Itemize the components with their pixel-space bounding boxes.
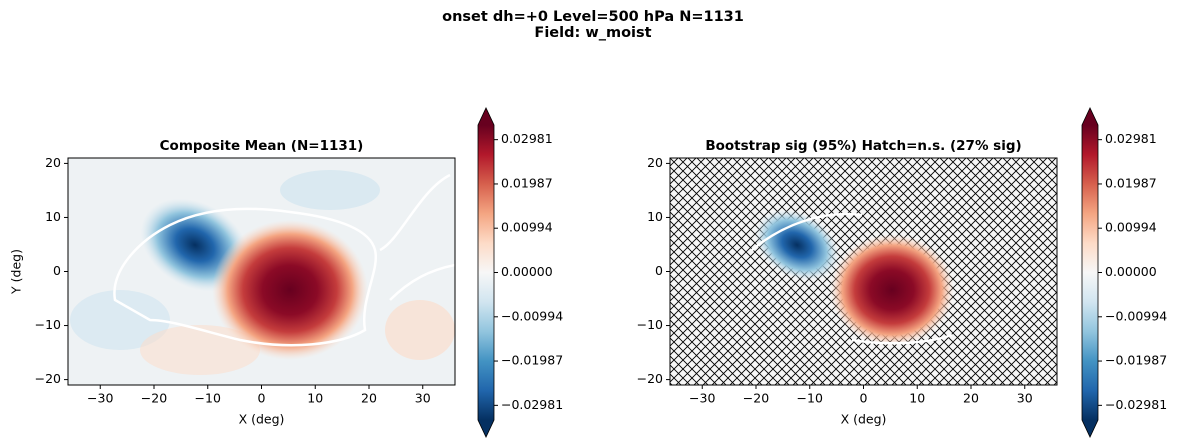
x-tick-label: −30 (689, 391, 715, 406)
y-tick-label: 20 (45, 155, 61, 170)
colorbar-tick-label: −0.01987 (501, 353, 563, 368)
y-tick-label: −10 (637, 317, 663, 332)
suptitle: onset dh=+0 Level=500 hPa N=1131 (442, 9, 744, 25)
x-tick-label: 0 (860, 391, 868, 406)
colorbar-tick-label: −0.00994 (1105, 308, 1167, 323)
y-tick-label: 20 (647, 155, 663, 170)
colorbar-frame (477, 107, 495, 438)
colorbar-extend (1082, 420, 1098, 437)
y-tick-label: 0 (53, 263, 61, 278)
x-axis-label: X (deg) (841, 412, 887, 427)
x-tick-label: −20 (743, 391, 769, 406)
y-tick-label: 0 (655, 263, 663, 278)
axes-title: Composite Mean (N=1131) (160, 138, 364, 154)
y-tick-label: 10 (647, 209, 663, 224)
colorbar-tick-label: −0.00994 (501, 308, 563, 323)
x-tick-label: −30 (87, 391, 113, 406)
colorbar (478, 125, 494, 420)
colorbar-tick-label: 0.00000 (501, 264, 553, 279)
x-tick-label: 10 (307, 391, 323, 406)
x-tick-label: 0 (258, 391, 266, 406)
x-tick-label: −20 (141, 391, 167, 406)
y-tick-label: −10 (35, 317, 61, 332)
colorbar-tick-label: 0.02981 (1105, 131, 1157, 146)
colorbar-tick-label: −0.02981 (1105, 397, 1167, 412)
colorbar-tick-label: 0.00000 (1105, 264, 1157, 279)
x-axis-label: X (deg) (239, 412, 285, 427)
colorbar-tick-label: 0.02981 (501, 131, 553, 146)
y-tick-label: −20 (637, 371, 663, 386)
x-tick-label: 10 (909, 391, 925, 406)
axes-title: Bootstrap sig (95%) Hatch=n.s. (27% sig) (705, 138, 1021, 154)
x-tick-label: 20 (963, 391, 979, 406)
suptitle: Field: w_moist (534, 25, 651, 41)
colorbar-frame (1081, 107, 1099, 438)
x-tick-label: −10 (195, 391, 221, 406)
colorbar-tick-label: 0.00994 (501, 220, 553, 235)
colorbar (1082, 125, 1098, 420)
y-axis-label: Y (deg) (9, 249, 24, 295)
colorbar-extend (478, 108, 494, 125)
colorbar-extend (478, 420, 494, 437)
y-tick-label: 10 (45, 209, 61, 224)
contour-field (670, 158, 1057, 385)
colorbar-tick-label: 0.01987 (501, 175, 553, 190)
contour-field (68, 158, 455, 385)
x-tick-label: 30 (415, 391, 431, 406)
colorbar-tick-label: −0.01987 (1105, 353, 1167, 368)
x-tick-label: 20 (361, 391, 377, 406)
colorbar-tick-label: −0.02981 (501, 397, 563, 412)
colorbar-tick-label: 0.00994 (1105, 220, 1157, 235)
colorbar-tick-label: 0.01987 (1105, 175, 1157, 190)
x-tick-label: 30 (1017, 391, 1033, 406)
colorbar-extend (1082, 108, 1098, 125)
y-tick-label: −20 (35, 371, 61, 386)
x-tick-label: −10 (797, 391, 823, 406)
